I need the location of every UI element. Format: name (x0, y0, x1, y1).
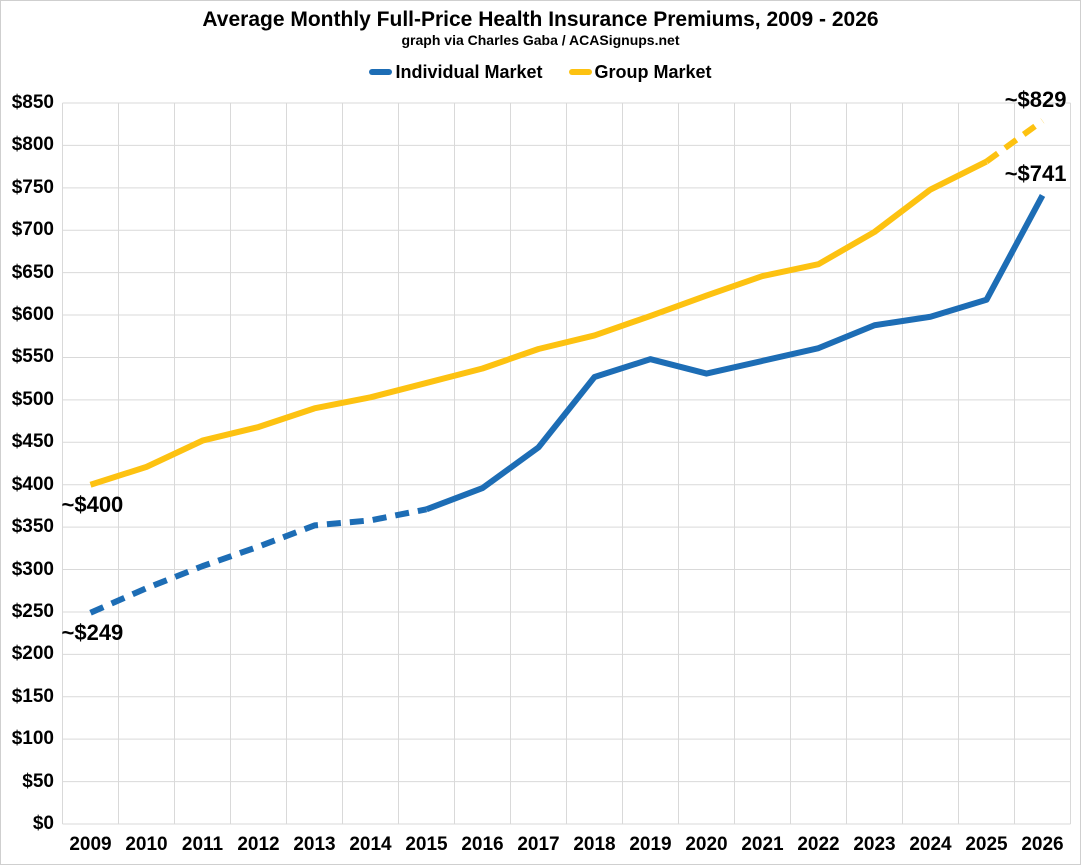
y-axis-label: $550 (11, 346, 54, 368)
x-axis-label: 2012 (237, 834, 280, 855)
x-axis-label: 2026 (1021, 834, 1064, 855)
y-axis-label: $100 (11, 728, 54, 750)
series-line-group-market-dashed (984, 118, 1045, 164)
y-axis-label: $700 (11, 219, 54, 241)
x-axis-label: 2016 (461, 834, 504, 855)
y-axis-label: $600 (11, 304, 54, 326)
x-axis-label: 2010 (125, 834, 168, 855)
y-axis-label: $500 (11, 388, 54, 410)
annotation-829: ~$829 (1004, 86, 1067, 112)
y-axis-label: $50 (22, 770, 54, 792)
chart-subtitle: graph via Charles Gaba / ACASignups.net (401, 32, 680, 48)
x-axis-label: 2025 (965, 834, 1008, 855)
legend-label-individual: Individual Market (395, 62, 543, 82)
x-axis-label: 2017 (517, 834, 560, 855)
x-axis-label: 2013 (293, 834, 336, 855)
y-axis-label: $150 (11, 685, 54, 707)
legend-line-swatch-individual (369, 69, 393, 75)
annotation-741: ~$741 (1004, 161, 1067, 187)
y-axis-label: $850 (11, 92, 54, 113)
x-axis-label: 2014 (349, 834, 392, 855)
y-axis-label: $250 (11, 600, 54, 622)
series-line-individual-market-dashed (89, 506, 428, 616)
x-axis-label: 2019 (629, 834, 672, 855)
x-axis-label: 2011 (181, 834, 224, 855)
x-axis-label: 2009 (69, 834, 112, 855)
annotation-400: ~$400 (61, 491, 124, 517)
y-axis-label: $750 (11, 176, 54, 198)
legend-item-group-market: Group Market (568, 60, 712, 84)
y-axis-label: $450 (11, 431, 54, 453)
y-axis-label: $800 (11, 134, 54, 156)
legend-label-group: Group Market (594, 62, 712, 82)
y-axis-label: $200 (11, 643, 54, 665)
x-axis-label: 2024 (909, 834, 952, 855)
series-line-group-market-solid (89, 158, 988, 488)
annotation-249: ~$249 (61, 619, 124, 645)
x-axis-label: 2018 (573, 834, 616, 855)
legend: Individual Market Group Market (0, 60, 1081, 84)
series-line-individual-market-solid (425, 194, 1046, 513)
x-axis-label: 2021 (741, 834, 784, 855)
y-axis-label: $0 (32, 813, 54, 834)
chart-title: Average Monthly Full-Price Health Insura… (202, 8, 879, 31)
x-axis-label: 2015 (405, 834, 448, 855)
x-axis-label: 2022 (797, 834, 840, 855)
x-axis-label: 2023 (853, 834, 896, 855)
legend-item-individual-market: Individual Market (369, 60, 543, 84)
legend-line-swatch-group (568, 69, 592, 75)
y-axis-label: $650 (11, 261, 54, 283)
y-axis-label: $350 (11, 516, 54, 538)
y-axis-label: $400 (11, 473, 54, 495)
x-axis-label: 2020 (685, 834, 728, 855)
y-axis-label: $300 (11, 558, 54, 580)
